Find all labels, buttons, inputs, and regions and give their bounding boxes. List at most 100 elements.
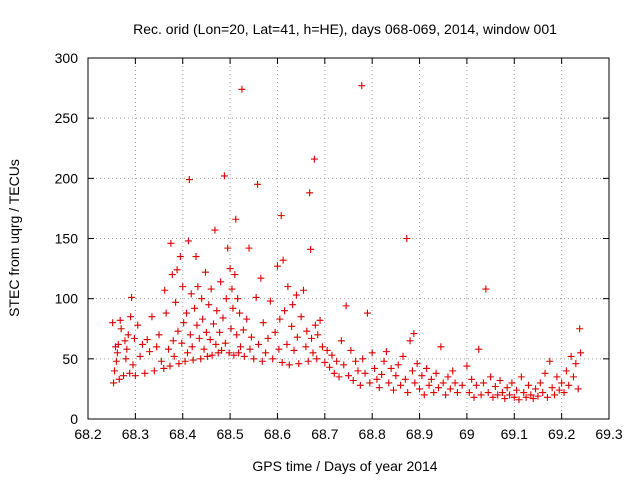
data-point	[475, 345, 483, 353]
data-point	[574, 385, 582, 393]
data-point	[273, 262, 281, 270]
data-point	[494, 391, 502, 399]
data-point	[373, 375, 381, 383]
data-point	[255, 340, 263, 348]
data-point	[194, 283, 202, 291]
data-point	[439, 379, 447, 387]
data-point	[109, 319, 117, 327]
data-point	[234, 295, 242, 303]
data-point	[128, 293, 136, 301]
data-point	[333, 357, 341, 365]
data-point	[285, 361, 293, 369]
data-point	[446, 385, 454, 393]
data-point	[230, 351, 238, 359]
data-point	[134, 321, 142, 329]
data-point	[309, 349, 317, 357]
data-point	[356, 381, 364, 389]
data-point	[444, 373, 452, 381]
data-point	[347, 346, 355, 354]
data-point	[115, 375, 123, 383]
data-point	[340, 361, 348, 369]
x-tick-label: 68.9	[406, 426, 433, 442]
data-point	[217, 278, 225, 286]
data-point	[188, 343, 196, 351]
data-point	[170, 352, 178, 360]
y-tick-label: 50	[62, 351, 78, 367]
data-point	[359, 355, 367, 363]
data-point	[180, 319, 188, 327]
data-point	[284, 283, 292, 291]
data-point	[430, 389, 438, 397]
y-tick-label: 300	[55, 50, 79, 66]
data-point	[543, 393, 551, 401]
data-point	[264, 334, 272, 342]
data-point	[254, 180, 262, 188]
data-point	[235, 349, 243, 357]
data-point	[303, 327, 311, 335]
data-point	[413, 360, 421, 368]
data-point	[337, 337, 345, 345]
y-tick-label: 0	[70, 411, 78, 427]
data-point	[131, 372, 139, 380]
data-point	[247, 333, 255, 341]
data-point	[558, 379, 566, 387]
data-point	[548, 384, 556, 392]
data-point	[130, 334, 138, 342]
data-point	[307, 245, 315, 253]
data-point	[155, 331, 163, 339]
data-point	[183, 349, 191, 357]
y-axis-label: STEC from uqrg / TECUs	[6, 159, 22, 317]
data-point	[227, 325, 235, 333]
data-point	[442, 391, 450, 399]
data-point	[498, 389, 506, 397]
data-point	[250, 355, 258, 363]
data-point	[205, 301, 213, 309]
data-point	[238, 85, 246, 93]
data-point	[271, 328, 279, 336]
data-point	[479, 379, 487, 387]
data-point	[311, 321, 319, 329]
data-point	[394, 361, 402, 369]
data-point	[300, 286, 308, 294]
y-tick-label: 100	[55, 291, 79, 307]
data-point	[252, 293, 260, 301]
data-point	[522, 393, 530, 401]
data-point	[212, 340, 220, 348]
data-point	[306, 189, 314, 197]
data-point	[111, 367, 119, 375]
y-tick-labels: 0 50 100 150 200 250 300	[55, 50, 79, 427]
data-point	[245, 244, 253, 252]
data-point	[477, 391, 485, 399]
data-points	[109, 82, 585, 404]
x-tick-label: 69	[459, 426, 475, 442]
data-point	[232, 215, 240, 223]
data-point	[200, 345, 208, 353]
data-point	[281, 307, 289, 315]
data-point	[328, 351, 336, 359]
data-point	[517, 373, 525, 381]
data-point	[141, 369, 149, 377]
x-tick-label: 68.6	[264, 426, 291, 442]
data-point	[275, 345, 283, 353]
data-point	[489, 393, 497, 401]
data-point	[269, 355, 277, 363]
data-point	[202, 328, 210, 336]
data-point	[553, 373, 561, 381]
data-point	[541, 369, 549, 377]
x-tick-label: 68.4	[169, 426, 196, 442]
data-point	[470, 393, 478, 401]
data-point	[408, 367, 416, 375]
data-point	[368, 349, 376, 357]
data-point	[385, 379, 393, 387]
data-point	[114, 340, 122, 348]
data-point	[150, 367, 158, 375]
data-point	[181, 357, 189, 365]
data-point	[416, 385, 424, 393]
data-point	[213, 307, 221, 315]
data-point	[389, 386, 397, 394]
data-point	[229, 304, 237, 312]
data-point	[482, 285, 490, 293]
data-point	[449, 367, 457, 375]
data-point	[371, 364, 379, 372]
data-point	[345, 372, 352, 380]
